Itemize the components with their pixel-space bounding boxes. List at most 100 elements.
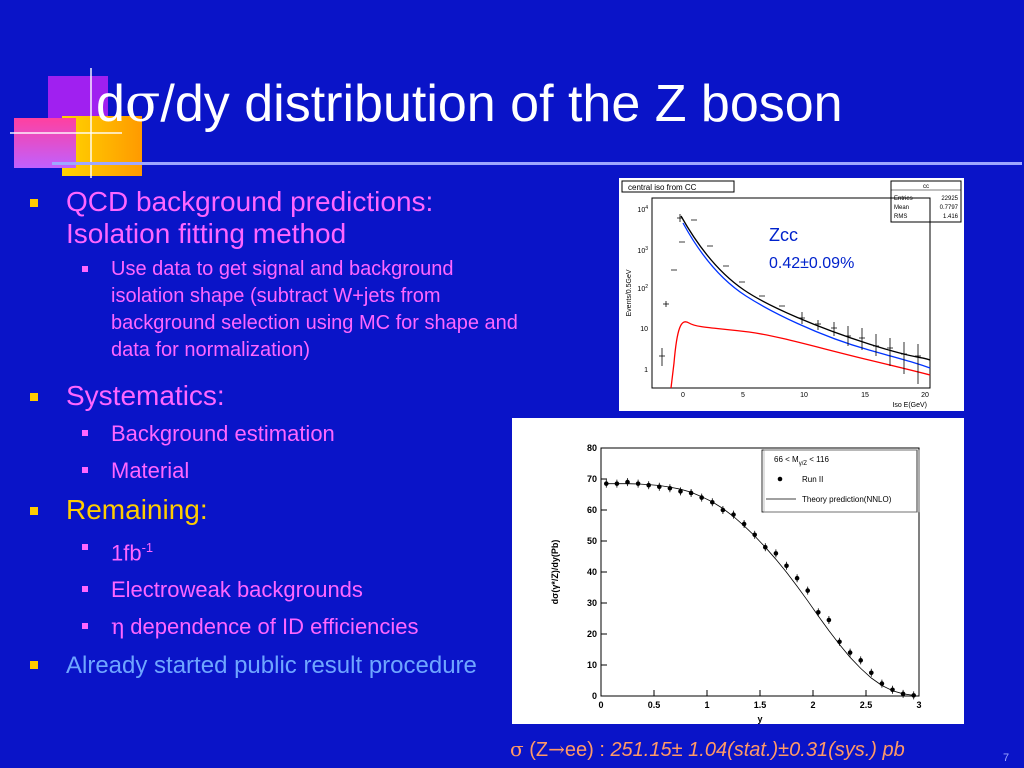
decor-line-h: [10, 132, 122, 134]
data-point: [826, 616, 832, 625]
y-tick: 102: [637, 284, 648, 293]
y-axis-label: dσ(γ*/Z)/dy(Pb): [550, 540, 560, 605]
bullet-marker: [30, 393, 38, 401]
data-marker: [794, 575, 800, 581]
isolation-plot: central iso from CC cc Entries 22925 Mea…: [619, 178, 964, 411]
bullet-marker: [82, 467, 88, 473]
data-point: [890, 685, 895, 694]
data-point: [773, 549, 779, 558]
bullet-marker: [82, 586, 88, 593]
data-point: [911, 691, 916, 700]
data-marker: [625, 479, 630, 485]
y-axis-label: Events/0.5GeV: [626, 269, 633, 316]
y-tick-label: 10: [587, 660, 597, 670]
x-tick: 5: [741, 392, 745, 399]
y-ticks: 104 103 102 10 1: [637, 205, 648, 374]
x-tick: 0: [681, 392, 685, 399]
x-ticks: 0 5 10 15 20: [681, 392, 929, 399]
data-marker: [657, 484, 662, 490]
stats-rms-value: 1.416: [943, 214, 959, 220]
bullet-marker: [30, 507, 38, 515]
stats-box: cc Entries 22925 Mean 0.7797 RMS 1.416: [890, 180, 962, 223]
data-point: [794, 574, 800, 583]
data-point: [635, 479, 641, 488]
legend-theory: Theory prediction(NNLO): [802, 495, 892, 504]
data-marker: [731, 512, 736, 517]
data-point: [784, 561, 789, 570]
bullet-list: QCD background predictions: Isolation fi…: [26, 186, 526, 688]
stats-entries-label: Entries: [894, 196, 913, 202]
x-tick-label: 1: [704, 700, 709, 710]
data-marker: [752, 532, 757, 538]
x-axis-label: y: [757, 714, 762, 724]
bullet-marker: [82, 544, 88, 550]
sub-bullet-isolation: Use data to get signal and background is…: [66, 256, 526, 364]
sub-bullet-material: Material: [66, 457, 526, 484]
data-point: [805, 586, 810, 595]
data-point: [869, 668, 874, 677]
y-tick: 104: [637, 205, 648, 214]
data-marker: [773, 551, 779, 556]
fit-curve-blue: [682, 222, 931, 369]
x-tick: 15: [861, 392, 869, 399]
data-marker: [879, 681, 885, 686]
data-point: [731, 510, 736, 519]
bullet-marker: [82, 430, 88, 436]
plot-label-box: [621, 180, 735, 193]
data-point: [720, 506, 726, 514]
data-marker: [604, 481, 609, 486]
plot-label: central iso from CC: [628, 183, 697, 192]
bullet-qcd: QCD background predictions: Isolation fi…: [26, 186, 526, 250]
data-marker: [763, 544, 768, 550]
data-marker: [699, 495, 704, 500]
data-point: [763, 543, 768, 552]
data-point: [710, 498, 715, 507]
data-marker: [678, 489, 683, 494]
bullet-remaining: Remaining:: [26, 494, 526, 526]
data-marker: [614, 481, 620, 486]
bullet-marker: [82, 266, 88, 272]
plot-frame: [651, 197, 931, 389]
data-point: [678, 487, 683, 496]
x-tick-label: 1.5: [754, 700, 767, 710]
y-tick: 10: [640, 326, 648, 333]
data-point: [900, 689, 906, 698]
bullet-marker: [30, 661, 38, 670]
data-point: [688, 488, 694, 497]
data-marker: [635, 481, 641, 486]
x-tick-label: 0: [598, 700, 603, 710]
data-points: [659, 214, 921, 384]
data-point: [614, 479, 620, 488]
x-axis-label: Iso E(GeV): [892, 402, 927, 409]
data-marker: [911, 693, 916, 698]
data-marker: [858, 658, 863, 663]
x-tick-label: 2: [810, 700, 815, 710]
data-marker: [710, 499, 715, 505]
page-title: dσ/dy distribution of the Z boson: [96, 74, 843, 134]
data-point: [604, 479, 609, 488]
data-point: [879, 679, 885, 688]
data-marker: [816, 610, 821, 615]
data-marker: [869, 670, 874, 676]
legend-marker-run2: [777, 476, 783, 482]
data-point: [646, 481, 651, 490]
data-curve-black: [680, 215, 931, 361]
bullet-systematics: Systematics:: [26, 380, 526, 412]
data-marker: [900, 691, 906, 697]
zcc-label: Zcc: [769, 225, 798, 245]
decor-line-v: [90, 68, 92, 178]
y-tick: 103: [637, 246, 648, 255]
legend-title: 66 < Mγ/Z < 116: [774, 455, 829, 467]
dsigma-dy-plot: dσ(γ*/Z)/dy(Pb) y 0 0.5 1 1.5 2 2.5 3 0 10 20 30 40…: [512, 418, 964, 724]
x-tick-label: 0.5: [648, 700, 661, 710]
x-tick: 10: [800, 392, 808, 399]
stats-entries-value: 22925: [941, 196, 958, 202]
data-point: [667, 484, 673, 493]
data-marker: [805, 588, 810, 593]
sub-bullet-eta: η dependence of ID efficiencies: [66, 613, 526, 641]
bullet-marker: [82, 623, 88, 630]
sub-bullet-electroweak: Electroweak backgrounds: [66, 576, 526, 603]
stats-rms-label: RMS: [894, 214, 907, 220]
cross-section-result: σ (Z→ee) : 251.15± 1.04(stat.)±0.31(sys.…: [510, 737, 905, 761]
